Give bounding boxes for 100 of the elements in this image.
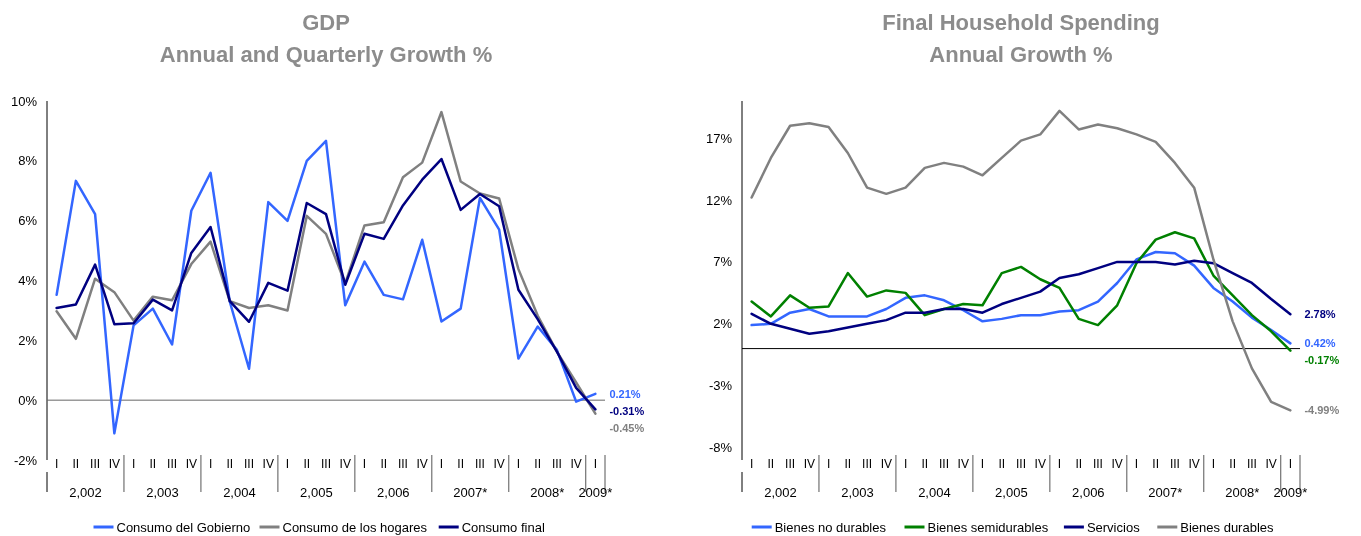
legend-label: Consumo de los hogares	[282, 519, 428, 535]
x-tick-label: II	[380, 457, 388, 471]
y-tick-label: 17%	[705, 130, 733, 146]
x-tick-label: II	[844, 457, 852, 471]
y-tick-label: -3%	[708, 378, 733, 394]
x-tick-label: II	[767, 457, 775, 471]
data-label: -4.99%	[1304, 404, 1340, 417]
x-tick-label: II	[72, 457, 80, 471]
x-tick-label: II	[457, 457, 465, 471]
x-tick-label: II	[226, 457, 234, 471]
chart-title: Final Household Spending	[882, 10, 1160, 35]
line-series	[750, 109, 1292, 412]
text: 2,005	[300, 485, 333, 500]
x-tick-label: IV	[957, 457, 969, 471]
text: 2,004	[223, 485, 256, 500]
x-tick-label: I	[903, 457, 908, 471]
x-tick-label: II	[921, 457, 929, 471]
x-tick-label: III	[1169, 457, 1180, 471]
legend-label: Servicios	[1086, 519, 1141, 535]
x-tick-label: II	[149, 457, 157, 471]
x-tick-label: III	[397, 457, 408, 471]
y-tick-label: 0%	[18, 392, 38, 408]
x-tick-label: III	[244, 457, 255, 471]
x-tick-label: IV	[803, 457, 816, 471]
y-tick-label: 2%	[713, 316, 733, 332]
x-tick-label: I	[54, 457, 59, 471]
y-tick-label: 2%	[18, 332, 38, 348]
x-tick-label: II	[534, 457, 541, 471]
x-tick-label: IV	[108, 457, 121, 471]
text: 2,005	[995, 485, 1028, 500]
data-label: 0.21%	[609, 387, 641, 400]
x-tick-label: I	[1057, 457, 1062, 471]
text: 2,006	[377, 485, 410, 500]
x-tick-label: III	[939, 457, 950, 471]
x-tick-label: IV	[262, 457, 274, 471]
x-tick-label: III	[1015, 457, 1027, 471]
text: 2007*	[453, 485, 488, 500]
legend-label: Consumo del Gobierno	[116, 519, 251, 535]
data-label: -0.17%	[1304, 354, 1340, 367]
x-tick-label: II	[303, 457, 311, 471]
y-tick-label: -8%	[708, 440, 733, 456]
chart-subtitle: Annual Growth %	[929, 42, 1113, 67]
x-tick-label: I	[516, 457, 521, 471]
x-tick-label: I	[749, 457, 754, 471]
y-tick-label: 10%	[10, 93, 38, 109]
y-tick-label: 4%	[18, 273, 38, 289]
x-tick-label: I	[362, 457, 367, 471]
y-tick-label: 8%	[18, 153, 38, 169]
text: 2,004	[918, 485, 951, 500]
x-tick-label: III	[320, 457, 332, 471]
line-series	[750, 230, 1292, 352]
x-tick-label: IV	[880, 457, 892, 471]
x-tick-label: IV	[570, 457, 582, 471]
text: 2,002	[764, 485, 797, 500]
x-tick-label: I	[208, 457, 213, 471]
y-tick-label: -2%	[13, 452, 38, 468]
x-tick-label: I	[439, 457, 444, 471]
data-label: 2.78%	[1304, 308, 1336, 321]
x-tick-label: I	[826, 457, 831, 471]
x-tick-label: III	[785, 457, 796, 471]
x-tick-label: IV	[1265, 457, 1277, 471]
text: 2,002	[69, 485, 102, 500]
y-tick-label: 7%	[713, 254, 733, 270]
text: 2009*	[578, 485, 613, 500]
x-tick-label: I	[1134, 457, 1139, 471]
data-label: 0.42%	[1304, 337, 1336, 350]
x-tick-label: III	[551, 457, 562, 471]
x-tick-label: III	[474, 457, 485, 471]
x-tick-label: IV	[1188, 457, 1200, 471]
text: 2,003	[146, 485, 179, 500]
x-tick-label: II	[1075, 457, 1083, 471]
x-tick-label: III	[1246, 457, 1257, 471]
x-tick-label: IV	[1111, 457, 1123, 471]
x-tick-label: I	[980, 457, 985, 471]
legend-label: Bienes durables	[1180, 519, 1275, 535]
text: 2008*	[1225, 485, 1260, 500]
text: 2,006	[1072, 485, 1105, 500]
text: 2008*	[530, 485, 565, 500]
x-tick-label: I	[1211, 457, 1216, 471]
x-tick-label: I	[1288, 457, 1293, 471]
x-tick-label: II	[998, 457, 1006, 471]
line-series	[750, 259, 1292, 335]
y-tick-label: 6%	[18, 213, 38, 229]
legend-label: Bienes no durables	[774, 519, 887, 535]
x-tick-label: III	[862, 457, 873, 471]
x-tick-label: III	[1092, 457, 1103, 471]
x-tick-label: II	[1152, 457, 1160, 471]
x-tick-label: IV	[493, 457, 505, 471]
legend-label: Bienes semidurables	[927, 519, 1049, 535]
x-tick-label: IV	[416, 457, 428, 471]
x-tick-label: I	[131, 457, 136, 471]
x-tick-label: IV	[339, 457, 351, 471]
x-tick-label: I	[285, 457, 290, 471]
x-tick-label: III	[90, 457, 101, 471]
x-tick-label: III	[167, 457, 178, 471]
x-tick-label: I	[593, 457, 598, 471]
text: 2,003	[841, 485, 874, 500]
chart-subtitle: Annual and Quarterly Growth %	[159, 42, 493, 67]
x-tick-label: IV	[1034, 457, 1046, 471]
text: 2007*	[1148, 485, 1183, 500]
